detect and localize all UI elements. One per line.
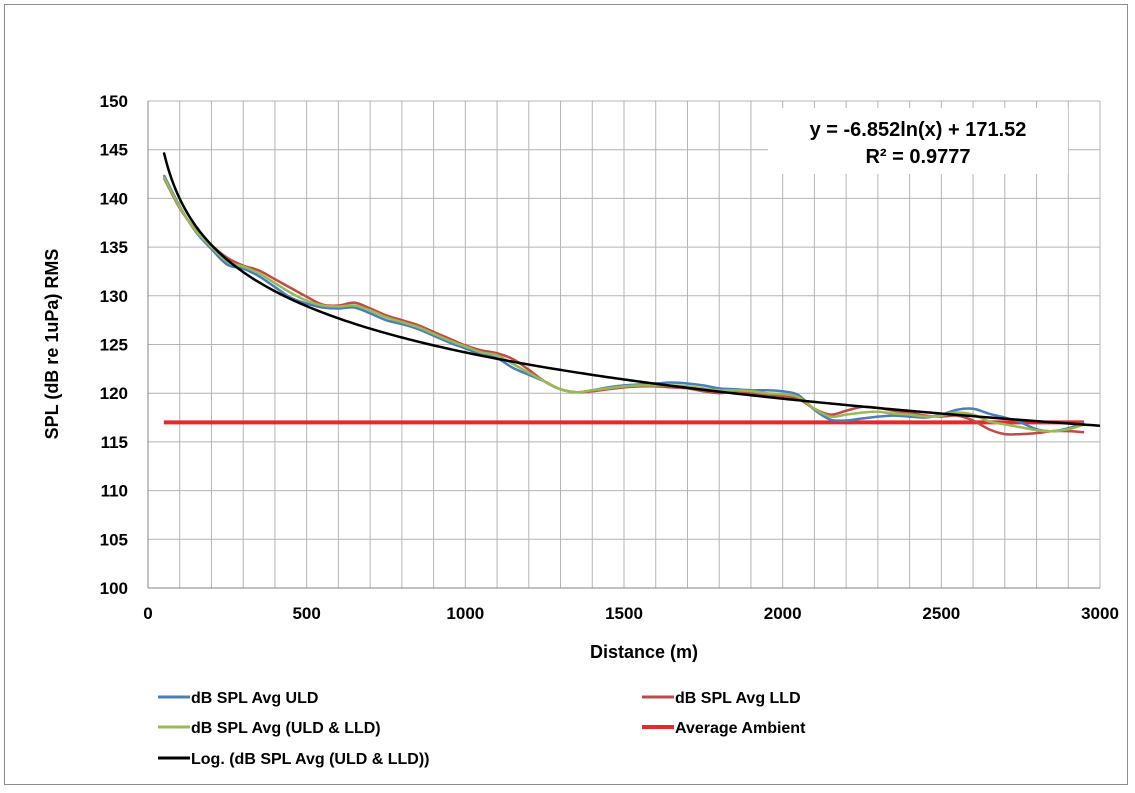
y-tick-label: 135 xyxy=(100,238,128,257)
y-tick-labels: 100 105 110 115 120 125 130 135 140 145 150 xyxy=(100,92,128,598)
x-tick-label: 500 xyxy=(292,604,320,623)
x-tick-label: 1500 xyxy=(605,604,643,623)
x-tick-label: 2500 xyxy=(922,604,960,623)
equation-box xyxy=(768,108,1068,174)
y-tick-label: 145 xyxy=(100,141,128,160)
x-tick-labels: 0 500 1000 1500 2000 2500 3000 xyxy=(143,604,1119,623)
y-tick-label: 110 xyxy=(101,482,128,501)
r-squared-text: R² = 0.9777 xyxy=(865,146,970,168)
y-tick-label: 130 xyxy=(100,287,128,306)
axes xyxy=(147,101,1100,589)
x-tick-label: 2000 xyxy=(764,604,802,623)
legend-label: Average Ambient xyxy=(675,720,806,737)
y-tick-label: 115 xyxy=(101,433,128,452)
x-axis-title: Distance (m) xyxy=(590,642,698,662)
x-tick-label: 1000 xyxy=(446,604,484,623)
y-tick-label: 120 xyxy=(100,384,128,403)
legend: dB SPL Avg ULD dB SPL Avg LLD dB SPL Avg (… xyxy=(158,690,806,768)
legend-label: dB SPL Avg (ULD & LLD) xyxy=(191,720,381,737)
y-tick-label: 100 xyxy=(100,579,128,598)
y-tick-label: 140 xyxy=(100,189,128,208)
legend-label: Log. (dB SPL Avg (ULD & LLD)) xyxy=(191,751,429,768)
series-line-4 xyxy=(162,152,1101,427)
legend-label: dB SPL Avg LLD xyxy=(675,690,801,707)
y-tick-label: 125 xyxy=(100,336,128,355)
legend-label: dB SPL Avg ULD xyxy=(191,690,318,707)
y-tick-label: 150 xyxy=(100,92,128,111)
equation-text: y = -6.852ln(x) + 171.52 xyxy=(810,119,1027,141)
y-axis-title: SPL (dB re 1uPa) RMS xyxy=(42,249,62,440)
y-tick-label: 105 xyxy=(100,530,128,549)
equation-annotation: y = -6.852ln(x) + 171.52 R² = 0.9777 xyxy=(768,108,1068,174)
x-tick-label: 3000 xyxy=(1081,604,1119,623)
series-layer xyxy=(162,152,1101,436)
x-tick-label: 0 xyxy=(143,604,152,623)
series-line-2 xyxy=(162,176,1085,433)
